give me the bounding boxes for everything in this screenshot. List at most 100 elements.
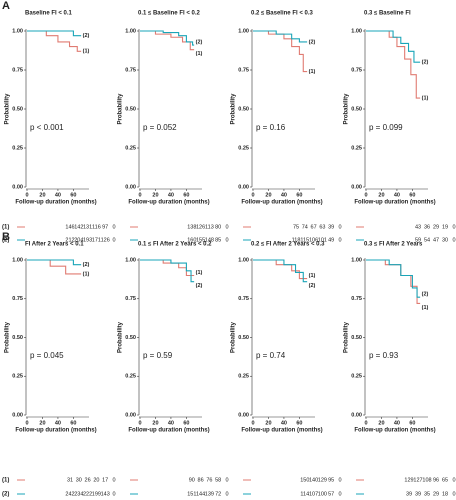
at-risk-count: 31	[67, 477, 73, 483]
x-tick-label: 20	[265, 192, 271, 198]
at-risk-count: 126	[196, 224, 205, 230]
at-risk-count: 129	[318, 477, 327, 483]
y-axis-label: Probability	[344, 93, 350, 125]
y-tick-label: 0.25	[125, 145, 136, 151]
at-risk-count: 54	[424, 237, 430, 243]
y-tick-label: 0.50	[125, 106, 136, 112]
at-risk-count: 67	[311, 224, 317, 230]
curve-label: (1)	[196, 270, 203, 276]
x-tick-label: 60	[183, 192, 189, 198]
y-tick-label: 0.00	[125, 412, 136, 418]
x-tick-label: 0	[25, 192, 28, 198]
at-risk-count: 0	[225, 224, 228, 230]
p-value: p = 0.16	[256, 123, 286, 132]
y-tick-label: 1.00	[351, 257, 362, 263]
at-risk-count: 0	[452, 224, 455, 230]
x-axis-label: Follow-up duration (months)	[241, 200, 322, 206]
at-risk-count: 0	[452, 477, 455, 483]
y-axis-label: Probability	[231, 321, 237, 353]
at-risk-count: 63	[319, 224, 325, 230]
y-tick-label: 0.50	[12, 106, 23, 112]
at-risk-count: 138	[187, 224, 196, 230]
curve-label: (2)	[196, 283, 203, 289]
x-axis-label: Follow-up duration (months)	[15, 200, 96, 206]
survival-curve	[366, 259, 421, 298]
x-tick-label: 60	[296, 192, 302, 198]
x-tick-label: 60	[70, 192, 76, 198]
curve-label: (2)	[422, 292, 429, 298]
p-value: p = 0.74	[256, 351, 286, 360]
risk-legend-label: (1)	[2, 478, 9, 484]
survival-curve	[140, 30, 195, 51]
p-value: p < 0.001	[30, 123, 64, 132]
at-risk-count: 151	[187, 491, 196, 497]
survival-curve	[366, 30, 421, 63]
y-tick-label: 0.50	[125, 335, 136, 341]
y-tick-label: 1.00	[238, 257, 249, 263]
at-risk-count: 39	[406, 491, 412, 497]
at-risk-count: 57	[328, 491, 334, 497]
at-risk-count: 193	[83, 237, 92, 243]
p-value: p = 0.099	[369, 123, 403, 132]
y-tick-label: 0.50	[12, 335, 23, 341]
y-tick-label: 0.25	[238, 145, 249, 151]
at-risk-count: 116	[92, 224, 101, 230]
at-risk-count: 129	[404, 477, 413, 483]
at-risk-count: 29	[433, 224, 439, 230]
y-axis-label: Probability	[344, 321, 350, 353]
at-risk-count: 148	[205, 237, 214, 243]
at-risk-count: 150	[300, 477, 309, 483]
y-axis-label: Probability	[118, 93, 124, 125]
x-tick-label: 40	[281, 420, 287, 426]
at-risk-count: 115	[300, 237, 309, 243]
at-risk-count: 140	[309, 477, 318, 483]
at-risk-count: 96	[433, 477, 439, 483]
y-tick-label: 0.25	[351, 374, 362, 380]
at-risk-count: 212	[65, 237, 74, 243]
y-tick-label: 1.00	[351, 28, 362, 34]
curve-label: (2)	[83, 262, 90, 268]
at-risk-count: 47	[433, 237, 439, 243]
y-tick-label: 0.50	[238, 335, 249, 341]
at-risk-count: 90	[189, 477, 195, 483]
at-risk-count: 0	[452, 237, 455, 243]
curve-label: (1)	[422, 96, 429, 102]
at-risk-count: 242	[65, 491, 74, 497]
x-axis-label: Follow-up duration (months)	[354, 428, 435, 434]
at-risk-count: 108	[422, 477, 431, 483]
at-risk-count: 39	[328, 224, 334, 230]
survival-curve	[253, 30, 308, 43]
x-tick-label: 20	[378, 192, 384, 198]
curve-label: (1)	[83, 49, 90, 55]
x-tick-label: 60	[296, 420, 302, 426]
at-risk-count: 20	[93, 477, 99, 483]
y-axis-label: Probability	[231, 93, 237, 125]
survival-curve	[366, 30, 421, 99]
at-risk-count: 65	[442, 477, 448, 483]
x-axis-label: Follow-up duration (months)	[128, 428, 209, 434]
curve-label: (1)	[422, 305, 429, 311]
x-tick-label: 60	[409, 420, 415, 426]
at-risk-count: 222	[83, 491, 92, 497]
x-tick-label: 20	[265, 420, 271, 426]
x-tick-label: 0	[138, 192, 141, 198]
y-tick-label: 0.75	[12, 67, 23, 73]
at-risk-count: 155	[196, 237, 205, 243]
y-tick-label: 0.25	[351, 145, 362, 151]
at-risk-count: 43	[415, 224, 421, 230]
at-risk-count: 127	[413, 477, 422, 483]
at-risk-count: 0	[452, 491, 455, 497]
x-axis-label: Follow-up duration (months)	[241, 428, 322, 434]
at-risk-count: 39	[415, 491, 421, 497]
y-axis-label: Probability	[118, 321, 124, 353]
x-tick-label: 40	[281, 192, 287, 198]
chart-title: Baseline FI < 0.1	[25, 11, 73, 17]
x-tick-label: 20	[378, 420, 384, 426]
at-risk-count: 49	[328, 237, 334, 243]
at-risk-count: 76	[206, 477, 212, 483]
at-risk-count: 131	[83, 224, 92, 230]
at-risk-count: 0	[338, 477, 341, 483]
y-tick-label: 0.75	[238, 67, 249, 73]
risk-legend-label: (1)	[2, 225, 9, 231]
